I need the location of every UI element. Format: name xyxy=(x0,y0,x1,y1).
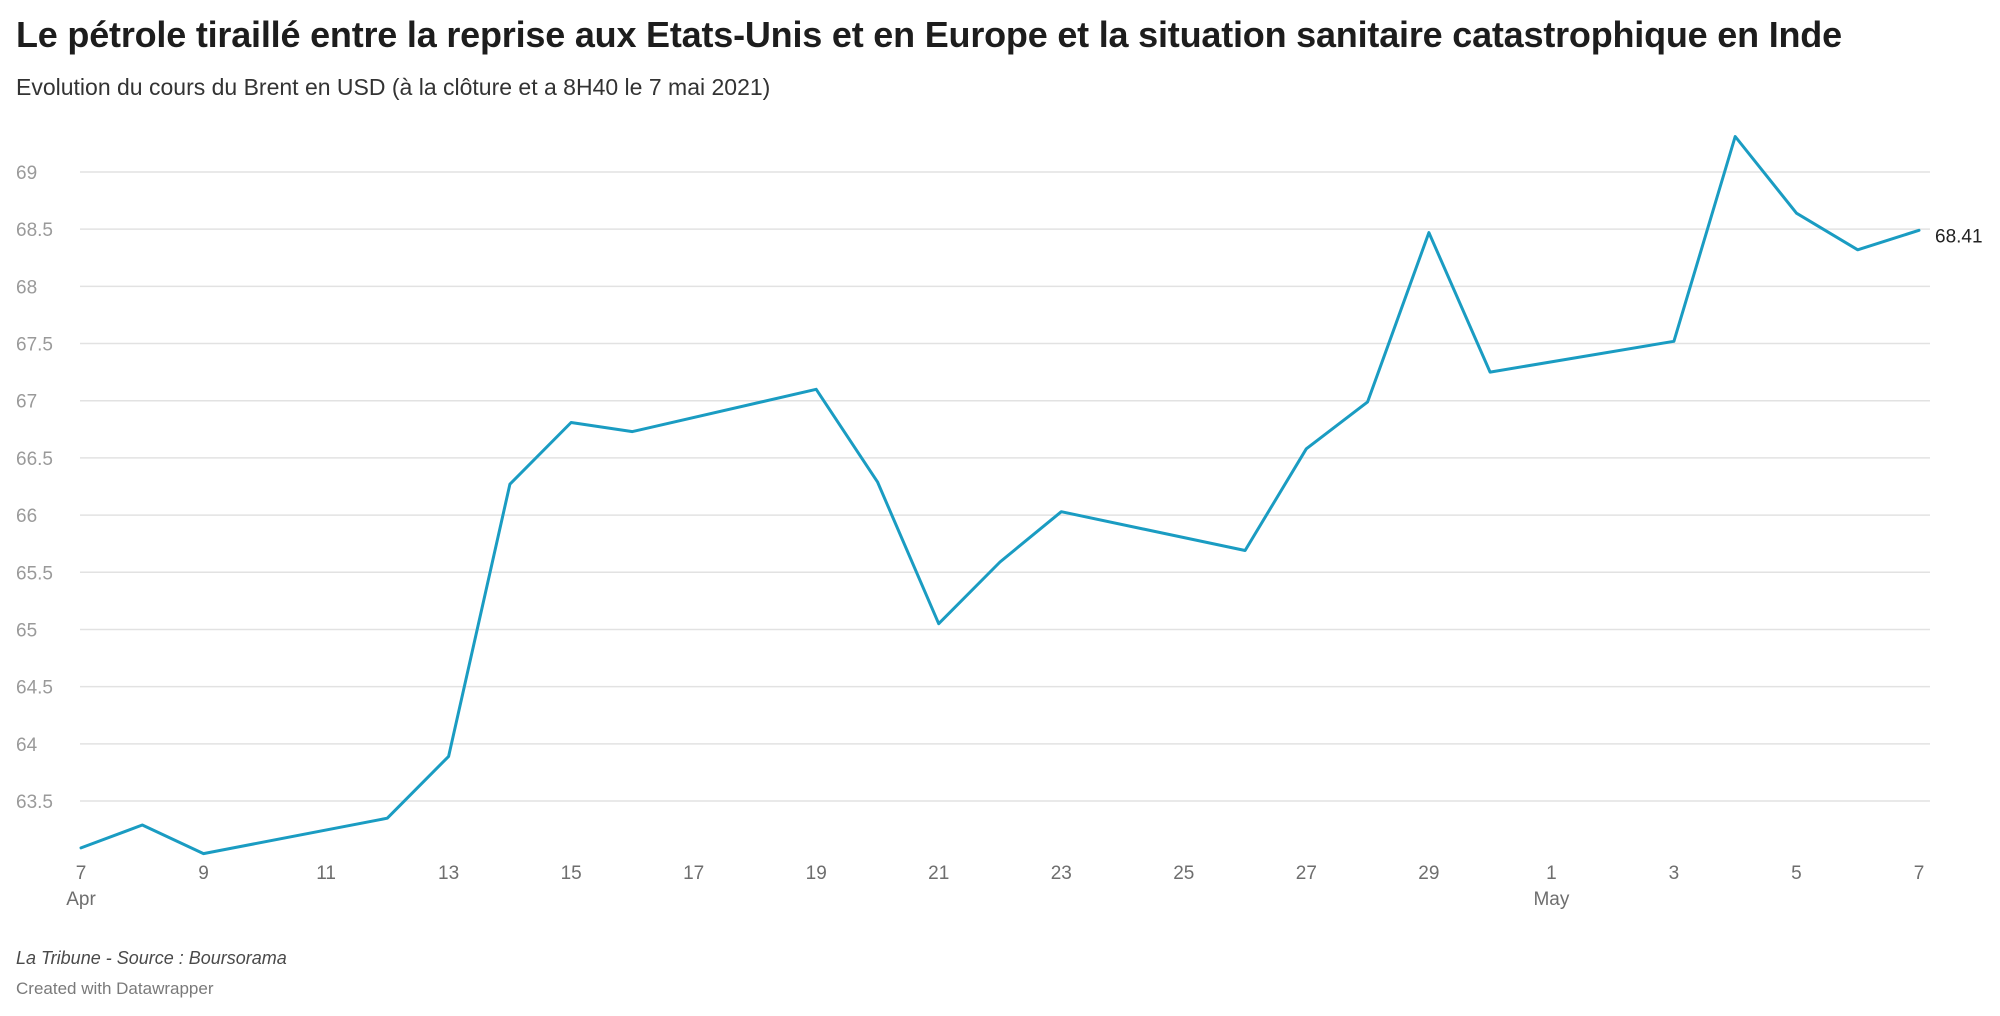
x-tick-label: 25 xyxy=(1173,863,1194,884)
y-tick-label: 64.5 xyxy=(16,678,53,699)
data-point xyxy=(1794,211,1799,216)
data-point xyxy=(1304,446,1309,451)
x-tick-label: 17 xyxy=(683,863,704,884)
data-point xyxy=(569,420,574,425)
y-tick-label: 69 xyxy=(16,163,37,184)
data-point xyxy=(201,851,206,856)
data-point xyxy=(1243,548,1248,553)
x-tick-label: 11 xyxy=(316,863,336,884)
data-point xyxy=(1365,399,1370,404)
x-tick-month-label: May xyxy=(1533,889,1569,910)
y-tick-label: 68 xyxy=(16,277,37,298)
data-point xyxy=(1488,370,1493,375)
data-point xyxy=(936,621,941,626)
brent-price-line xyxy=(79,135,1921,856)
chart-title: Le pétrole tiraillé entre la reprise aux… xyxy=(16,14,1842,55)
y-tick-label: 64 xyxy=(16,735,38,756)
data-point xyxy=(1733,134,1738,139)
y-tick-label: 67.5 xyxy=(16,335,53,356)
y-tick-label: 66.5 xyxy=(16,449,53,470)
y-tick-label: 68.5 xyxy=(16,220,53,241)
data-point xyxy=(1917,228,1922,233)
x-tick-label: 13 xyxy=(438,863,459,884)
x-tick-label: 23 xyxy=(1051,863,1072,884)
x-tick-label: 19 xyxy=(806,863,827,884)
data-point xyxy=(446,754,451,759)
x-tick-label: 1 xyxy=(1546,863,1557,884)
x-tick-label: 27 xyxy=(1296,863,1317,884)
last-value-label: 68.41 xyxy=(1935,226,1983,247)
chart-subtitle: Evolution du cours du Brent en USD (à la… xyxy=(16,74,771,100)
datawrapper-credit: Created with Datawrapper xyxy=(16,979,214,998)
x-tick-label: 7 xyxy=(76,863,87,884)
x-tick-label: 15 xyxy=(561,863,582,884)
y-tick-label: 63.5 xyxy=(16,792,53,813)
grid-lines xyxy=(80,171,1930,802)
data-point xyxy=(875,479,880,484)
y-tick-label: 66 xyxy=(16,506,37,527)
data-point xyxy=(1671,339,1676,344)
x-tick-label: 21 xyxy=(928,863,949,884)
data-point xyxy=(998,559,1003,564)
source-note: La Tribune - Source : Boursorama xyxy=(16,948,287,968)
data-point xyxy=(1855,247,1860,252)
x-axis-ticks: 7 Apr 9 11 13 15 17 19 21 23 25 27 29 1 May 3 5 7 xyxy=(66,863,1924,910)
x-tick-label: 3 xyxy=(1669,863,1680,884)
data-point xyxy=(814,387,819,392)
data-point xyxy=(1059,509,1064,514)
x-tick-label: 29 xyxy=(1418,863,1439,884)
y-tick-label: 65.5 xyxy=(16,563,53,584)
data-point xyxy=(507,482,512,487)
x-tick-label: 7 xyxy=(1914,863,1925,884)
data-points xyxy=(79,134,1922,856)
data-point xyxy=(1426,230,1431,235)
data-point xyxy=(385,816,390,821)
x-tick-label: 9 xyxy=(198,863,209,884)
y-axis-ticks: 63.5 64 64.5 65 65.5 66 66.5 67 67.5 68 68.5 69 xyxy=(16,163,53,813)
data-point xyxy=(630,429,635,434)
y-tick-label: 65 xyxy=(16,620,37,641)
x-tick-label: 5 xyxy=(1791,863,1802,884)
y-tick-label: 67 xyxy=(16,392,37,413)
data-point xyxy=(140,823,145,828)
data-point xyxy=(79,845,84,850)
x-tick-month-label: Apr xyxy=(66,889,96,910)
